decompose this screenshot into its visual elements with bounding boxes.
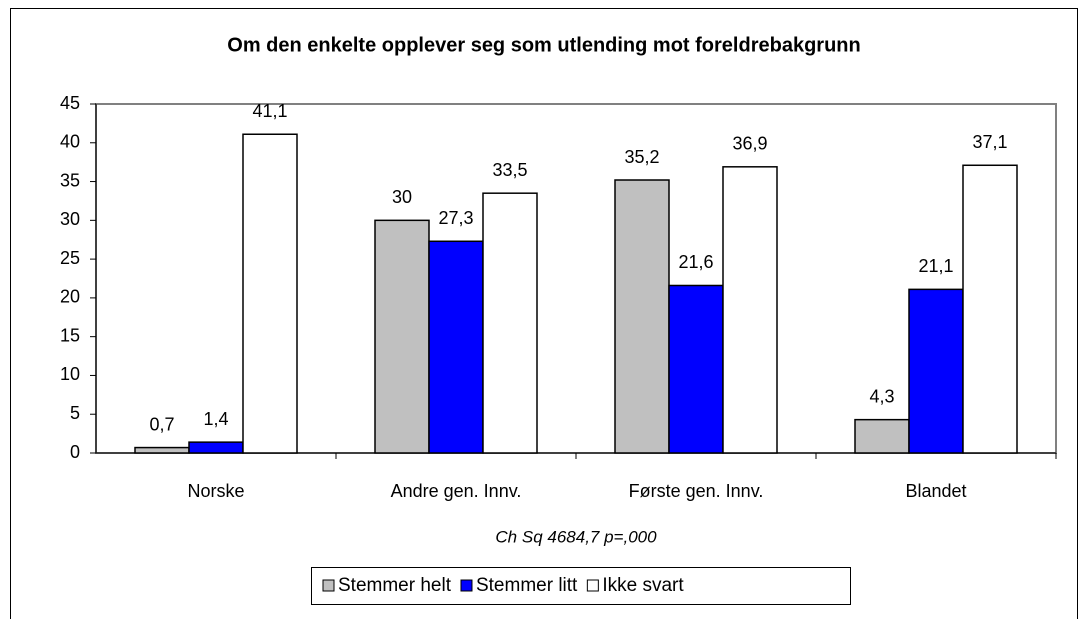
bar bbox=[962, 164, 1018, 454]
y-tick-label: 10 bbox=[60, 364, 80, 384]
y-tick-label: 25 bbox=[60, 248, 80, 268]
y-tick-label: 30 bbox=[60, 209, 80, 229]
bar bbox=[722, 166, 778, 454]
value-label: 21,6 bbox=[678, 252, 713, 272]
value-label: 30 bbox=[392, 187, 412, 207]
legend-box bbox=[311, 567, 851, 605]
bar bbox=[134, 446, 190, 454]
y-tick-label: 45 bbox=[60, 93, 80, 113]
value-label: 27,3 bbox=[438, 208, 473, 228]
legend-label: Stemmer litt bbox=[476, 575, 578, 596]
y-tick-label: 0 bbox=[70, 442, 80, 462]
value-label: 36,9 bbox=[732, 134, 767, 154]
value-label: 37,1 bbox=[972, 132, 1007, 152]
bar bbox=[908, 288, 964, 454]
value-label: 4,3 bbox=[869, 386, 894, 406]
bar bbox=[428, 240, 484, 454]
x-tick-label: Første gen. Innv. bbox=[629, 481, 764, 501]
y-tick-label: 35 bbox=[60, 170, 80, 190]
value-label: 1,4 bbox=[203, 409, 228, 429]
y-tick-label: 40 bbox=[60, 132, 80, 152]
x-tick-label: Andre gen. Innv. bbox=[391, 481, 522, 501]
bar bbox=[614, 179, 670, 454]
legend-swatch bbox=[460, 579, 473, 592]
x-tick-label: Blandet bbox=[905, 481, 966, 501]
legend-label: Ikke svart bbox=[602, 575, 684, 596]
bar bbox=[854, 418, 910, 454]
value-label: 41,1 bbox=[252, 101, 287, 121]
y-tick-label: 15 bbox=[60, 325, 80, 345]
y-tick-label: 5 bbox=[70, 403, 80, 423]
value-label: 33,5 bbox=[492, 160, 527, 180]
chart-title: Om den enkelte opplever seg som utlendin… bbox=[227, 34, 860, 56]
value-label: 0,7 bbox=[149, 414, 174, 434]
bar bbox=[374, 219, 430, 454]
y-tick-label: 20 bbox=[60, 287, 80, 307]
bar bbox=[668, 284, 724, 454]
value-label: 21,1 bbox=[918, 256, 953, 276]
bar bbox=[188, 441, 244, 454]
value-label: 35,2 bbox=[624, 147, 659, 167]
x-tick-label: Norske bbox=[187, 481, 244, 501]
bar bbox=[242, 133, 298, 454]
legend-swatch bbox=[586, 579, 599, 592]
x-axis-label: Ch Sq 4684,7 p=,000 bbox=[495, 527, 657, 546]
legend-label: Stemmer helt bbox=[338, 575, 452, 596]
bar bbox=[482, 192, 538, 454]
legend-swatch bbox=[322, 579, 335, 592]
